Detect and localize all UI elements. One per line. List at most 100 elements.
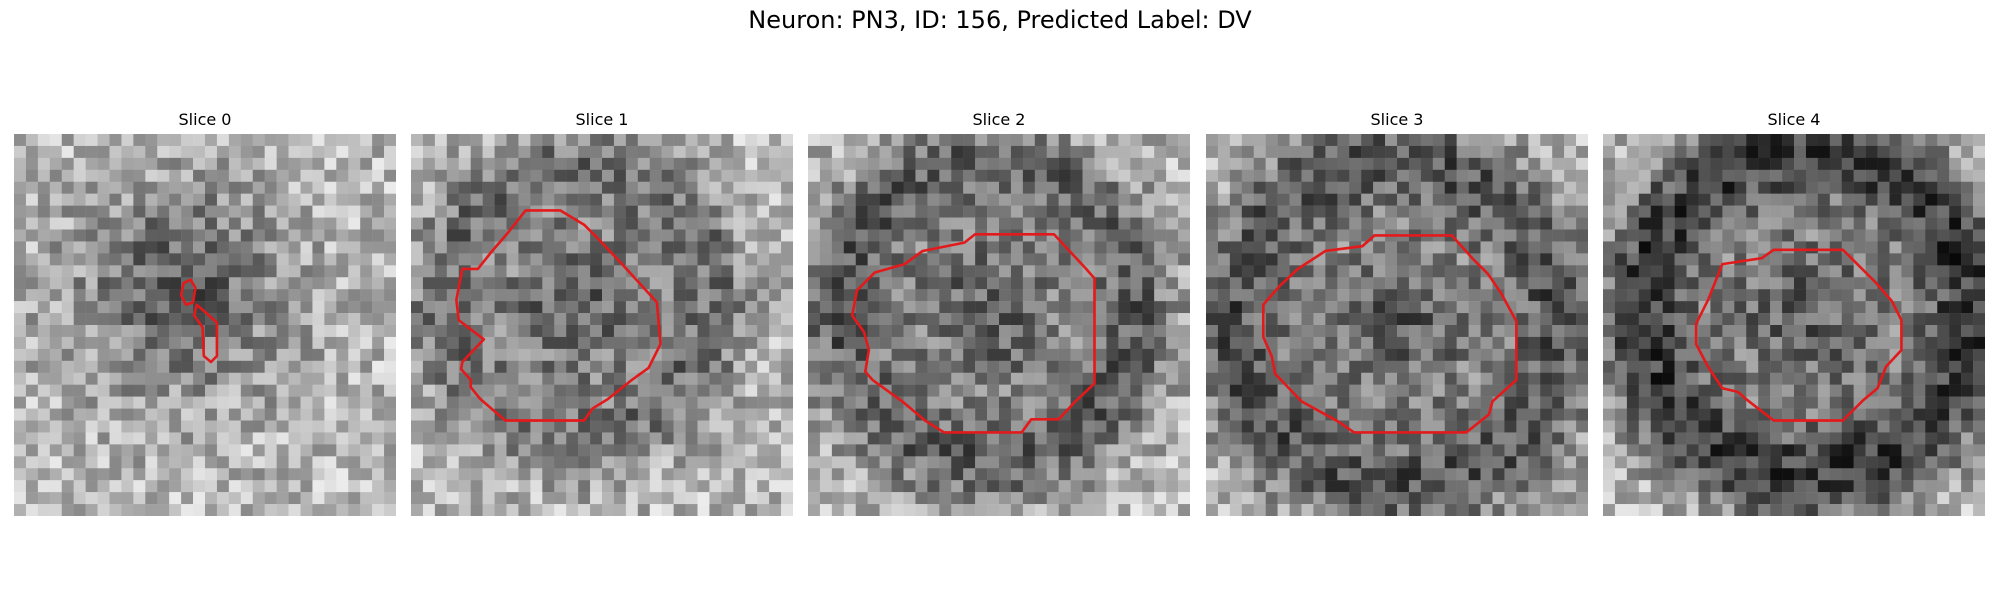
slice-pixel [1734,181,1747,194]
slice-pixel [975,145,988,159]
slice-pixel [963,420,976,433]
slice-pixel [1070,348,1083,362]
slice-pixel [49,241,62,254]
slice-pixel [1540,456,1553,469]
slice-pixel [1456,408,1469,421]
slice-pixel [145,384,158,397]
slice-pixel [1913,372,1926,385]
slice-pixel [300,456,313,469]
slice-pixel [1265,157,1278,171]
slice-pixel [975,325,988,338]
slice-pixel [975,301,988,314]
slice-pixel [312,265,325,278]
slice-pixel [264,277,277,290]
slice-pixel [590,241,603,254]
slice-pixel [133,420,146,433]
slice-pixel [1082,229,1095,242]
slice-pixel [554,181,567,194]
slice-pixel [264,396,277,409]
slice-pixel [891,205,904,218]
slice-pixel [446,492,459,505]
slice-pixel [625,217,639,230]
slice-pixel [97,289,110,302]
slice-pixel [661,277,674,290]
slice-pixel [434,360,448,373]
slice-pixel [300,277,313,290]
slice-pixel [157,504,170,516]
slice-pixel [324,372,337,385]
slice-pixel [360,205,373,218]
slice-pixel [745,145,758,159]
slice-pixel [1337,336,1350,350]
slice-pixel [458,193,471,206]
slice-pixel [721,468,734,481]
slice-pixel [61,301,74,314]
slice-pixel [482,336,495,350]
slice-pixel [613,181,627,194]
slice-pixel [1770,420,1783,433]
slice-pixel [384,408,396,421]
slice-pixel [1349,181,1362,194]
slice-pixel [348,432,361,445]
slice-pixel [1154,265,1167,278]
slice-pixel [1516,277,1529,290]
slice-pixel [288,217,301,230]
slice-pixel [1626,217,1640,230]
slice-pixel [157,408,170,421]
slice-pixel [37,372,51,385]
slice-pixel [733,336,746,350]
slice-pixel [14,289,27,302]
slice-pixel [1241,468,1254,481]
slice-pixel [554,169,567,182]
slice-pixel [470,492,483,505]
slice-pixel [1540,241,1553,254]
slice-pixel [721,325,734,338]
slice-pixel [73,169,86,182]
slice-pixel [685,205,698,218]
slice-pixel [879,253,892,266]
slice-pixel [867,348,880,362]
slice-pixel [975,134,988,147]
slice-pixel [975,193,988,206]
slice-pixel [1674,336,1687,350]
slice-pixel [1265,181,1278,194]
slice-pixel [781,432,793,445]
slice-pixel [602,217,615,230]
slice-pixel [1154,157,1167,171]
slice-pixel [554,145,567,159]
slice-pixel [1817,289,1831,302]
slice-pixel [915,504,928,516]
slice-pixel [530,408,543,421]
slice-pixel [1034,444,1047,457]
slice-pixel [843,145,856,159]
slice-pixel [1710,313,1723,326]
slice-pixel [1142,325,1155,338]
slice-pixel [1805,325,1819,338]
slice-pixel [554,253,567,266]
slice-pixel [1770,277,1783,290]
slice-pixel [1010,504,1024,516]
slice-pixel [240,384,253,397]
slice-pixel [625,313,639,326]
slice-pixel [97,169,110,182]
slice-pixel [25,504,39,516]
slice-pixel [1058,205,1071,218]
slice-pixel [276,145,289,159]
slice-pixel [1397,265,1410,278]
slice-pixel [1614,313,1628,326]
slice-pixel [1782,348,1795,362]
slice-pixel [903,504,916,516]
slice-pixel [193,480,206,493]
slice-pixel [1925,444,1938,457]
slice-pixel [1603,384,1616,397]
slice-pixel [987,420,1000,433]
slice-pixel [1817,241,1831,254]
slice-pixel [1686,134,1699,147]
slice-pixel [1154,169,1167,182]
slice-pixel [1046,408,1059,421]
slice-pixel [1206,229,1219,242]
slice-pixel [1865,432,1878,445]
slice-pixel [1961,325,1974,338]
slice-pixel [276,420,289,433]
slice-pixel [697,217,710,230]
